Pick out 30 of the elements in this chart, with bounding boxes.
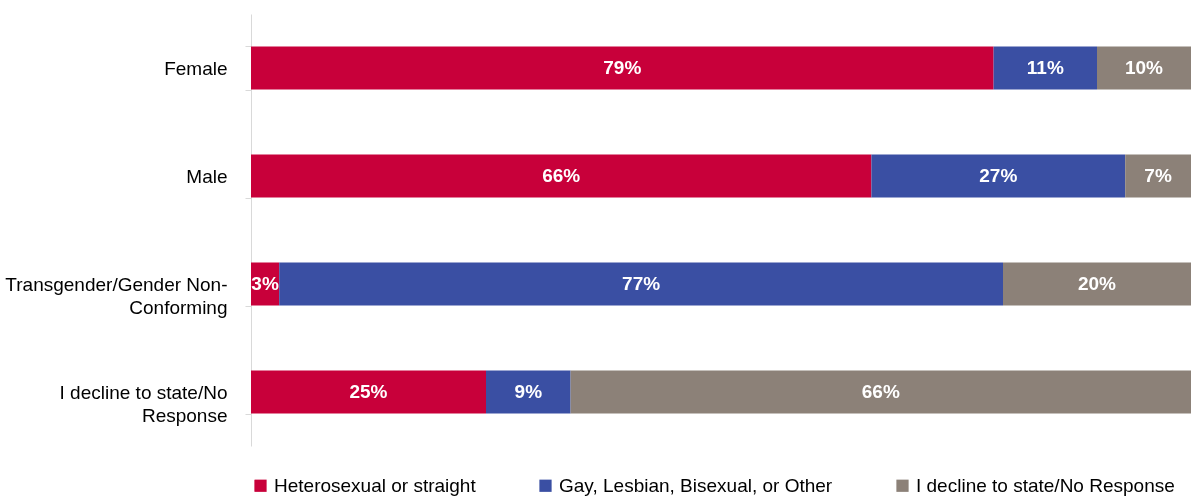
bar	[251, 154, 872, 198]
bar	[279, 262, 1003, 306]
data-label: 25%	[349, 381, 388, 402]
bar	[1003, 262, 1191, 306]
data-label: 10%	[1124, 57, 1164, 78]
legend-label: Gay, Lesbian, Bisexual, or Other	[559, 474, 833, 496]
bar	[570, 370, 1191, 414]
bar	[1125, 154, 1191, 198]
data-label: 9%	[514, 381, 543, 402]
legend-label: I decline to state/No Response	[916, 474, 1175, 496]
data-label: 77%	[622, 273, 661, 294]
data-label: 27%	[979, 165, 1018, 186]
legend-label: Heterosexual or straight	[274, 474, 477, 496]
bar	[871, 154, 1126, 198]
data-label: 66%	[542, 165, 581, 186]
bar	[1097, 46, 1191, 90]
data-label: 7%	[1144, 165, 1172, 186]
bar	[486, 370, 571, 414]
y-tick-label: Male	[186, 165, 228, 187]
y-tick-label: Transgender/Gender Non-Conforming	[5, 273, 228, 318]
data-label: 20%	[1077, 273, 1117, 294]
data-label: 11%	[1026, 57, 1064, 78]
bar	[993, 46, 1097, 90]
y-tick-label: I decline to state/No Response	[59, 381, 228, 426]
y-tick-label: Female	[164, 57, 228, 79]
bar	[251, 370, 486, 414]
data-label: 3%	[251, 273, 279, 294]
data-label: 79%	[603, 57, 642, 78]
data-label: 66%	[861, 381, 900, 402]
bar	[251, 46, 994, 90]
